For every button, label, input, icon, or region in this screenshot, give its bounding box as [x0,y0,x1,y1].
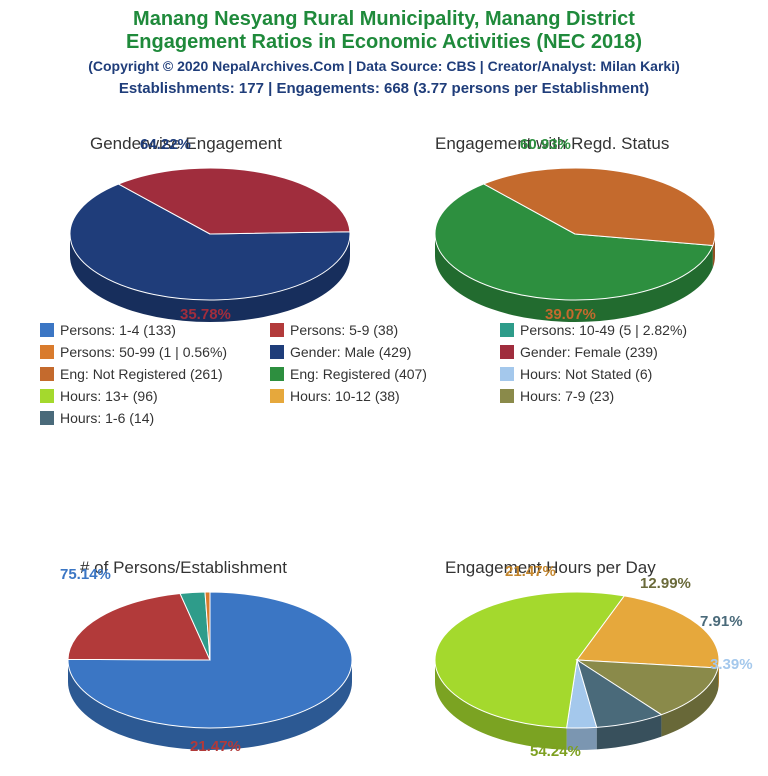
legend-item: Gender: Female (239) [500,344,730,360]
pct-label: 35.78% [180,306,231,323]
legend-swatch [500,323,514,337]
legend-item: Persons: 50-99 (1 | 0.56%) [40,344,270,360]
legend-item: Hours: 1-6 (14) [40,410,270,426]
pie-persons [58,582,362,760]
legend-text: Persons: 10-49 (5 | 2.82%) [520,322,687,338]
pct-label: 7.91% [700,613,743,630]
pie-hours [425,582,729,760]
legend-swatch [500,345,514,359]
legend-swatch [500,367,514,381]
legend-swatch [40,345,54,359]
pct-label: 54.24% [530,743,581,760]
legend-text: Persons: 1-4 (133) [60,322,176,338]
legend-item: Eng: Registered (407) [270,366,500,382]
pct-label: 12.99% [640,575,691,592]
title-line2: Engagement Ratios in Economic Activities… [0,31,768,54]
legend-item: Hours: 10-12 (38) [270,388,500,404]
pct-label: 21.47% [190,738,241,755]
legend-text: Hours: 7-9 (23) [520,388,614,404]
legend-item: Persons: 10-49 (5 | 2.82%) [500,322,730,338]
legend-item: Persons: 5-9 (38) [270,322,500,338]
pct-label: 39.07% [545,306,596,323]
copyright-line: (Copyright © 2020 NepalArchives.Com | Da… [0,58,768,74]
pct-label: 60.93% [520,136,571,153]
legend-swatch [270,345,284,359]
subline: Establishments: 177 | Engagements: 668 (… [0,80,768,97]
legend-text: Hours: 1-6 (14) [60,410,154,426]
title-line1: Manang Nesyang Rural Municipality, Manan… [0,8,768,31]
legend-swatch [500,389,514,403]
legend-item: Hours: Not Stated (6) [500,366,730,382]
legend-item: Eng: Not Registered (261) [40,366,270,382]
pct-label: 21.47% [505,563,556,580]
chart-title-persons: # of Persons/Establishment [80,558,287,578]
legend-text: Eng: Registered (407) [290,366,427,382]
legend-swatch [40,389,54,403]
legend-swatch [40,411,54,425]
legend-item: Gender: Male (429) [270,344,500,360]
legend-text: Eng: Not Registered (261) [60,366,223,382]
legend: Persons: 1-4 (133) Persons: 5-9 (38) Perso… [40,322,740,426]
pct-label: 3.39% [710,656,753,673]
legend-text: Hours: 13+ (96) [60,388,158,404]
legend-swatch [270,389,284,403]
legend-item: Persons: 1-4 (133) [40,322,270,338]
legend-swatch [270,323,284,337]
pct-label: 75.14% [60,566,111,583]
legend-text: Hours: Not Stated (6) [520,366,652,382]
legend-text: Gender: Female (239) [520,344,658,360]
legend-swatch [40,367,54,381]
legend-swatch [270,367,284,381]
legend-swatch [40,323,54,337]
legend-text: Hours: 10-12 (38) [290,388,400,404]
legend-text: Persons: 5-9 (38) [290,322,398,338]
pct-label: 64.22% [140,136,191,153]
legend-item: Hours: 7-9 (23) [500,388,730,404]
legend-item: Hours: 13+ (96) [40,388,270,404]
legend-text: Gender: Male (429) [290,344,411,360]
legend-text: Persons: 50-99 (1 | 0.56%) [60,344,227,360]
